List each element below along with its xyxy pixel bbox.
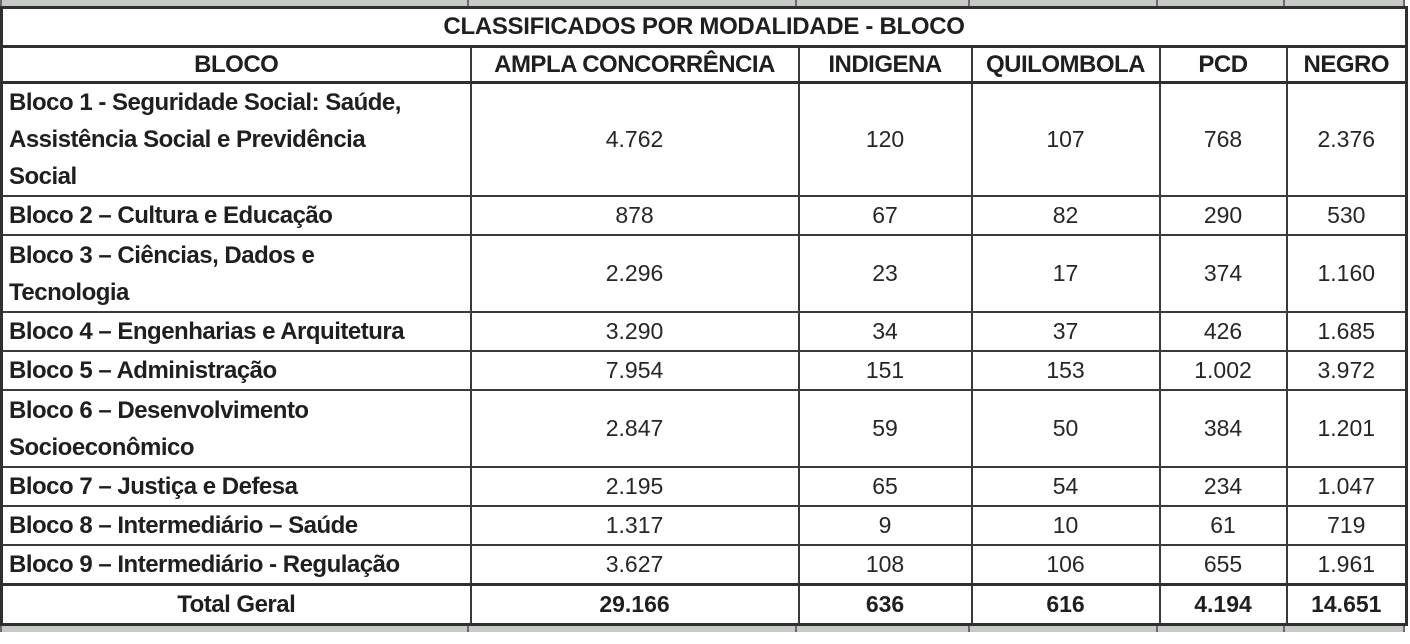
row-label: Bloco 1 - Seguridade Social: Saúde, Assi…	[0, 81, 472, 197]
cell-value: 655	[1158, 544, 1288, 586]
cell-value: 106	[970, 544, 1161, 586]
cell-value: 290	[1158, 195, 1288, 236]
table-header-row: BLOCO AMPLA CONCORRÊNCIA INDIGENA QUILOMBOL…	[0, 45, 1408, 84]
cell-value: 1.685	[1285, 311, 1408, 352]
total-value: 14.651	[1285, 583, 1408, 626]
cutoff-cell-stub	[797, 626, 970, 632]
cell-value: 65	[797, 466, 973, 507]
table-row: Bloco 1 - Seguridade Social: Saúde, Assi…	[0, 81, 1408, 197]
cell-value: 719	[1285, 505, 1408, 546]
cell-value: 1.047	[1285, 466, 1408, 507]
table-title-row: CLASSIFICADOS POR MODALIDADE - BLOCO	[0, 6, 1408, 48]
table-row: Bloco 8 – Intermediário – Saúde 1.317 9 10 6…	[0, 505, 1408, 546]
cell-value: 7.954	[469, 350, 800, 391]
cutoff-cell-stub	[1158, 0, 1285, 6]
cell-value: 768	[1158, 81, 1288, 197]
cell-value: 3.290	[469, 311, 800, 352]
table-title: CLASSIFICADOS POR MODALIDADE - BLOCO	[0, 6, 1408, 48]
total-label: Total Geral	[0, 583, 472, 626]
cell-value: 1.002	[1158, 350, 1288, 391]
table-row: Bloco 9 – Intermediário - Regulação 3.627…	[0, 544, 1408, 586]
cell-value: 4.762	[469, 81, 800, 197]
cell-value: 426	[1158, 311, 1288, 352]
cell-value: 107	[970, 81, 1161, 197]
cutoff-cell-stub	[1285, 0, 1405, 6]
cell-value: 384	[1158, 389, 1288, 468]
cell-value: 878	[469, 195, 800, 236]
column-header-3: QUILOMBOLA	[970, 45, 1161, 84]
total-value: 29.166	[469, 583, 800, 626]
cell-value: 10	[970, 505, 1161, 546]
cutoff-cell-stub	[1285, 626, 1405, 632]
cell-value: 2.195	[469, 466, 800, 507]
cutoff-cell-stub	[797, 0, 970, 6]
row-label: Bloco 9 – Intermediário - Regulação	[0, 544, 472, 586]
cutoff-cell-stub	[469, 0, 797, 6]
cell-value: 2.376	[1285, 81, 1408, 197]
row-label: Bloco 7 – Justiça e Defesa	[0, 466, 472, 507]
cell-value: 234	[1158, 466, 1288, 507]
table-row: Bloco 2 – Cultura e Educação 878 67 82 290 53…	[0, 195, 1408, 236]
cell-value: 1.160	[1285, 234, 1408, 313]
cell-value: 61	[1158, 505, 1288, 546]
column-header-0: BLOCO	[0, 45, 472, 84]
row-label: Bloco 5 – Administração	[0, 350, 472, 391]
cell-value: 108	[797, 544, 973, 586]
column-header-4: PCD	[1158, 45, 1288, 84]
cell-value: 120	[797, 81, 973, 197]
cutoff-cell-stub	[469, 626, 797, 632]
table-row: Bloco 7 – Justiça e Defesa 2.195 65 54 234 1.…	[0, 466, 1408, 507]
column-header-5: NEGRO	[1285, 45, 1408, 84]
row-label: Bloco 6 – Desenvolvimento Socioeconômico	[0, 389, 472, 468]
cell-value: 1.317	[469, 505, 800, 546]
cell-value: 37	[970, 311, 1161, 352]
table-row: Bloco 6 – Desenvolvimento Socioeconômico…	[0, 389, 1408, 468]
row-label: Bloco 3 – Ciências, Dados e Tecnologia	[0, 234, 472, 313]
cell-value: 50	[970, 389, 1161, 468]
total-value: 616	[970, 583, 1161, 626]
cutoff-row-bottom	[0, 626, 1405, 632]
cell-value: 9	[797, 505, 973, 546]
total-row: Total Geral 29.166 636 616 4.194 14.651	[0, 583, 1408, 626]
cell-value: 67	[797, 195, 973, 236]
cutoff-cell-stub	[1158, 626, 1285, 632]
cell-value: 374	[1158, 234, 1288, 313]
column-header-2: INDIGENA	[797, 45, 973, 84]
cell-value: 54	[970, 466, 1161, 507]
cell-value: 3.972	[1285, 350, 1408, 391]
cell-value: 530	[1285, 195, 1408, 236]
column-header-1: AMPLA CONCORRÊNCIA	[469, 45, 800, 84]
cutoff-cell-stub	[970, 0, 1158, 6]
total-value: 636	[797, 583, 973, 626]
cell-value: 1.961	[1285, 544, 1408, 586]
cell-value: 151	[797, 350, 973, 391]
cell-value: 2.296	[469, 234, 800, 313]
total-value: 4.194	[1158, 583, 1288, 626]
cell-value: 23	[797, 234, 973, 313]
cutoff-cell-stub	[0, 626, 469, 632]
cell-value: 2.847	[469, 389, 800, 468]
cell-value: 1.201	[1285, 389, 1408, 468]
row-label: Bloco 8 – Intermediário – Saúde	[0, 505, 472, 546]
table-row: Bloco 3 – Ciências, Dados e Tecnologia 2.…	[0, 234, 1408, 313]
cutoff-row-top	[0, 0, 1405, 6]
cell-value: 17	[970, 234, 1161, 313]
cell-value: 59	[797, 389, 973, 468]
row-label: Bloco 4 – Engenharias e Arquitetura	[0, 311, 472, 352]
cell-value: 82	[970, 195, 1161, 236]
cell-value: 153	[970, 350, 1161, 391]
cell-value: 34	[797, 311, 973, 352]
cell-value: 3.627	[469, 544, 800, 586]
row-label: Bloco 2 – Cultura e Educação	[0, 195, 472, 236]
table-row: Bloco 4 – Engenharias e Arquitetura 3.290…	[0, 311, 1408, 352]
table-row: Bloco 5 – Administração 7.954 151 153 1.002 3…	[0, 350, 1408, 391]
cutoff-cell-stub	[970, 626, 1158, 632]
cutoff-cell-stub	[0, 0, 469, 6]
classificados-table: CLASSIFICADOS POR MODALIDADE - BLOCO BLO…	[0, 6, 1409, 626]
